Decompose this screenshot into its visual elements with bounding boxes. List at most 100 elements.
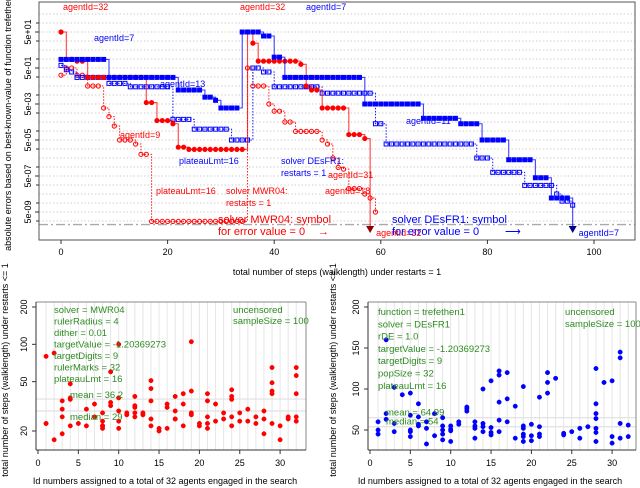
marker-point — [292, 128, 299, 135]
data-point — [407, 390, 413, 396]
data-point — [132, 414, 138, 420]
data-point — [399, 392, 405, 398]
marker-point — [229, 105, 235, 111]
marker-point — [287, 119, 293, 125]
x-tick-label: 80 — [482, 247, 492, 257]
marker-point — [340, 74, 346, 80]
marker-point — [479, 137, 485, 143]
marker-point — [324, 141, 331, 147]
marker-point — [378, 101, 384, 107]
marker-point — [500, 169, 506, 175]
data-point — [229, 414, 235, 420]
data-point — [391, 420, 397, 426]
marker-point — [101, 74, 107, 81]
zero-agent-label: agentId=32 — [376, 228, 421, 238]
marker-point — [303, 74, 309, 80]
data-point — [601, 379, 607, 385]
data-point — [140, 410, 146, 416]
data-point — [213, 401, 218, 407]
marker-point — [378, 121, 384, 127]
marker-point — [122, 80, 128, 86]
y-tick-label: 5e+01 — [23, 19, 33, 44]
mean-label: mean = 64.99 — [386, 408, 444, 419]
data-point — [480, 424, 486, 430]
bl-axes: 0 5 10 15 20 25 30 20 50 100 200 — [19, 299, 307, 468]
marker-point — [133, 84, 139, 90]
data-point — [617, 420, 623, 426]
marker-point — [79, 56, 85, 62]
marker-point — [202, 94, 208, 100]
data-point — [237, 410, 243, 416]
marker-point — [170, 218, 176, 225]
marker-point — [261, 33, 267, 39]
marker-point — [170, 74, 176, 80]
data-point — [116, 408, 122, 414]
marker-point — [293, 74, 299, 80]
data-point — [205, 414, 210, 420]
data-point — [383, 416, 389, 422]
annotation-label: solver DEsFR1: — [281, 156, 344, 166]
info-line: targetDigits = 9 — [54, 351, 118, 362]
marker-point — [143, 74, 149, 80]
marker-point — [223, 218, 229, 225]
marker-point — [229, 137, 235, 143]
marker-point — [186, 116, 192, 122]
marker-point — [101, 105, 107, 111]
marker-point — [95, 56, 101, 62]
marker-point — [111, 80, 117, 86]
marker-point — [420, 115, 426, 121]
marker-point — [282, 74, 288, 80]
marker-point — [58, 56, 64, 62]
data-point — [496, 417, 502, 423]
x-tick-label: 10 — [114, 458, 124, 468]
annotation-label: restarts = 1 — [281, 168, 326, 178]
x-tick-label: 0 — [367, 458, 372, 468]
data-point — [196, 423, 202, 429]
marker-point — [250, 40, 256, 46]
series-mwr04-worst — [58, 65, 379, 225]
marker-point — [138, 151, 144, 157]
marker-point — [90, 83, 96, 89]
data-point — [375, 427, 381, 433]
data-point — [293, 391, 299, 397]
marker-point — [564, 195, 570, 201]
marker-point — [346, 185, 352, 192]
data-point — [108, 403, 114, 409]
data-point — [205, 398, 210, 404]
data-point — [593, 430, 599, 435]
data-point — [51, 350, 57, 356]
x-tick-label: 60 — [376, 247, 386, 257]
marker-point — [372, 121, 378, 127]
marker-point — [95, 83, 101, 89]
marker-point — [426, 141, 432, 147]
marker-point — [319, 105, 325, 111]
marker-point — [458, 141, 464, 147]
data-point — [415, 423, 421, 429]
data-point — [415, 401, 421, 407]
marker-point — [410, 101, 416, 107]
marker-point — [101, 56, 107, 62]
annotation-label: agentId=32 — [240, 2, 285, 12]
marker-point — [340, 90, 346, 96]
marker-point — [362, 101, 368, 107]
y-tick-label: 5e-09 — [23, 200, 33, 223]
marker-point — [468, 141, 474, 147]
marker-point — [212, 146, 219, 153]
data-point — [537, 424, 542, 430]
marker-point — [250, 29, 256, 35]
marker-point — [362, 191, 368, 197]
data-point — [609, 378, 615, 384]
marker-point — [325, 74, 330, 80]
marker-point — [138, 84, 144, 90]
data-point — [391, 384, 397, 390]
data-point — [553, 375, 559, 381]
y-tick-label: 5e-01 — [23, 56, 33, 79]
marker-point — [506, 157, 512, 163]
marker-point — [351, 131, 357, 138]
data-point — [488, 432, 494, 438]
data-point — [124, 412, 130, 418]
data-point — [108, 369, 114, 375]
data-point — [609, 434, 615, 440]
